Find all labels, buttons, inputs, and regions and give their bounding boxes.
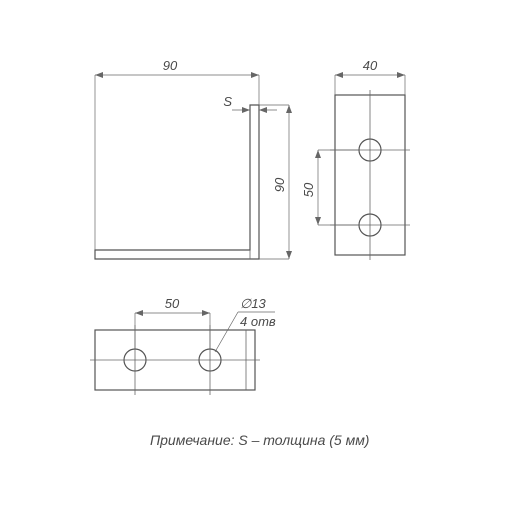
front-view: 40 50 xyxy=(301,58,410,260)
dim-right-90: 90 xyxy=(259,105,292,259)
dim-text-dia: ∅13 xyxy=(240,296,267,311)
dim-front-40: 40 xyxy=(335,58,405,95)
dim-text-bottom-50: 50 xyxy=(165,296,180,311)
dim-text-top: 90 xyxy=(163,58,178,73)
bottom-view: 50 ∅13 4 отв xyxy=(90,296,276,395)
hole-callout: ∅13 4 отв xyxy=(215,296,276,352)
dim-text-40: 40 xyxy=(363,58,378,73)
technical-drawing: 90 S 90 xyxy=(0,0,524,524)
note-text: Примечание: S – толщина (5 мм) xyxy=(150,432,369,448)
dim-top-90: 90 xyxy=(95,58,259,250)
dim-text-right: 90 xyxy=(272,177,287,192)
side-view: 90 S 90 xyxy=(95,58,292,259)
dim-text-front-50: 50 xyxy=(301,182,316,197)
dim-text-count: 4 отв xyxy=(240,314,276,329)
dim-text-s: S xyxy=(223,94,232,109)
dim-bottom-50: 50 xyxy=(135,296,210,349)
dim-front-50: 50 xyxy=(301,150,359,225)
